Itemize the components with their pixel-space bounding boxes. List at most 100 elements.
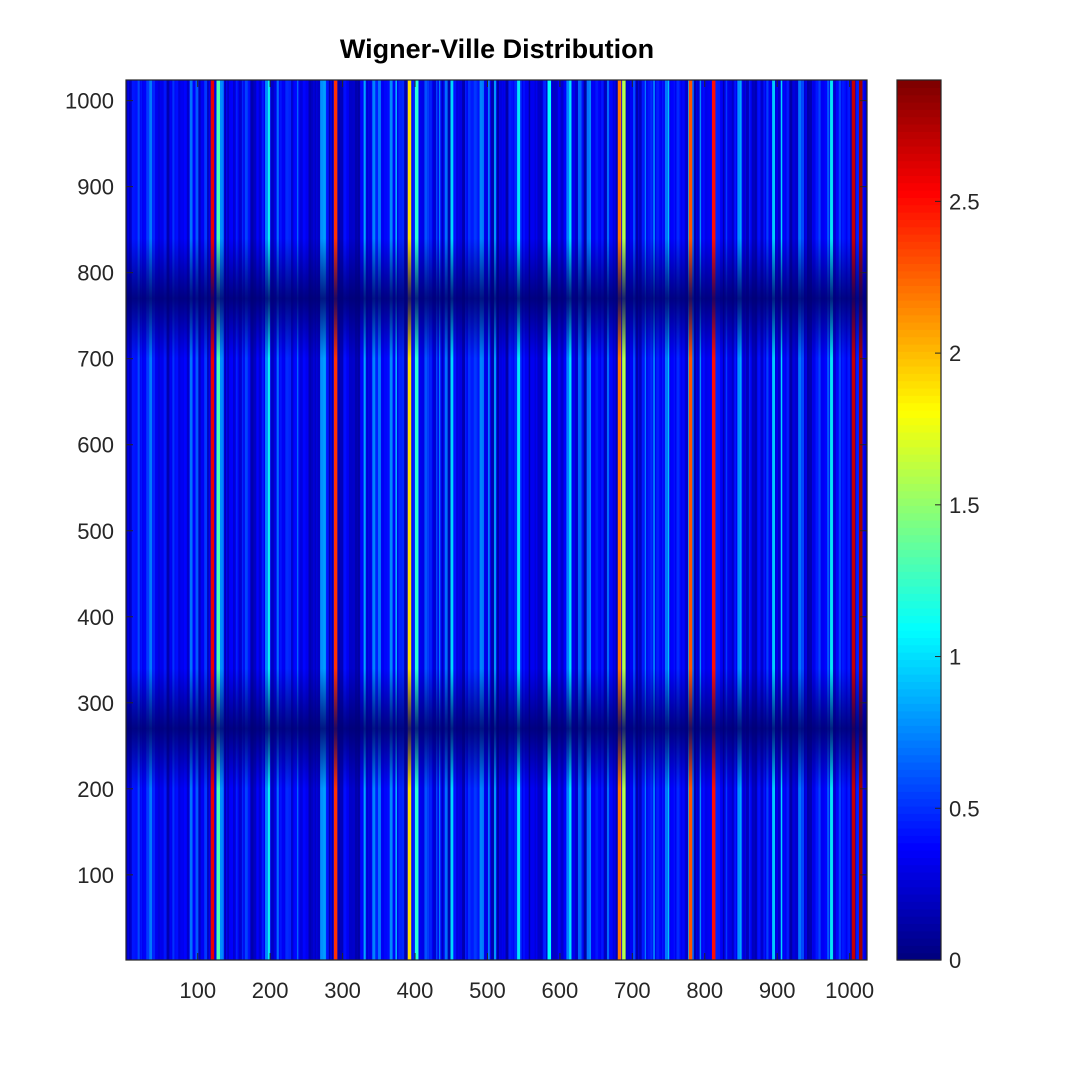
heatmap-column: [160, 80, 165, 960]
colorbar-segment: [897, 468, 941, 477]
heatmap-column: [766, 80, 769, 960]
colorbar-segment: [897, 842, 941, 851]
heatmap-column: [317, 80, 321, 960]
colorbar-segment: [897, 527, 941, 536]
heatmap-column: [763, 80, 765, 960]
x-tick-label: 400: [397, 978, 434, 1003]
x-tick-label: 100: [179, 978, 216, 1003]
colorbar-segment: [897, 505, 941, 514]
heatmap-column: [757, 80, 761, 960]
colorbar-tick-label: 2: [949, 341, 961, 366]
colorbar-segment: [897, 681, 941, 690]
colorbar-segment: [897, 710, 941, 719]
colorbar-segment: [897, 622, 941, 631]
heatmap-column: [279, 80, 282, 960]
heatmap-column: [586, 80, 591, 960]
heatmap-column: [772, 80, 776, 960]
heatmap-column: [615, 80, 619, 960]
heatmap-peak-column: [407, 80, 412, 960]
colorbar-segment: [897, 534, 941, 543]
heatmap-column: [830, 80, 834, 960]
heatmap-column: [178, 80, 181, 960]
colorbar-segment: [897, 600, 941, 609]
heatmap-column: [838, 80, 841, 960]
heatmap-column: [143, 80, 148, 960]
heatmap-column: [653, 80, 655, 960]
heatmap-column: [265, 80, 269, 960]
heatmap-column: [441, 80, 444, 960]
heatmap-column: [488, 80, 490, 960]
heatmap-column: [470, 80, 474, 960]
colorbar-segment: [897, 124, 941, 132]
colorbar-segment: [897, 813, 941, 822]
colorbar-segment: [897, 432, 941, 440]
chart-title: Wigner-Ville Distribution: [340, 34, 654, 64]
colorbar-tick-label: 2.5: [949, 189, 980, 214]
heatmap-peak-column: [858, 80, 863, 960]
colorbar-segment: [897, 175, 941, 184]
heatmap-column: [754, 80, 757, 960]
heatmap-column: [134, 80, 138, 960]
heatmap-column: [546, 80, 548, 960]
colorbar-segment: [897, 916, 941, 924]
heatmap-column: [543, 80, 547, 960]
heatmap-column: [262, 80, 264, 960]
colorbar-segment: [897, 234, 941, 242]
colorbar-segment: [897, 138, 941, 147]
heatmap-column: [250, 80, 254, 960]
heatmap-column: [360, 80, 363, 960]
heatmap-column: [493, 80, 497, 960]
x-tick-label: 200: [252, 978, 289, 1003]
colorbar-segment: [897, 542, 941, 550]
heatmap-column: [777, 80, 781, 960]
colorbar-segment: [897, 248, 941, 257]
heatmap-column: [149, 80, 153, 960]
colorbar-segment: [897, 366, 941, 374]
heatmap-column: [499, 80, 502, 960]
colorbar-segment: [897, 395, 941, 404]
heatmap-column: [696, 80, 700, 960]
heatmap-column: [395, 80, 397, 960]
heatmap-column: [630, 80, 632, 960]
heatmap-column: [650, 80, 653, 960]
heatmap-column: [537, 80, 542, 960]
colorbar-segment: [897, 160, 941, 169]
colorbar-segment: [897, 659, 941, 668]
x-tick-label: 900: [759, 978, 796, 1003]
heatmap-column: [450, 80, 454, 960]
colorbar-segment: [897, 549, 941, 558]
colorbar-segment: [897, 190, 941, 198]
heatmap-column: [424, 80, 428, 960]
heatmap-column: [154, 80, 159, 960]
colorbar-segment: [897, 402, 941, 411]
colorbar-segment: [897, 380, 941, 389]
heatmap-column: [380, 80, 384, 960]
heatmap-column: [464, 80, 467, 960]
heatmap-column: [230, 80, 234, 960]
colorbar-segment: [897, 688, 941, 697]
colorbar-segment: [897, 674, 941, 682]
colorbar-segment: [897, 102, 941, 110]
heatmap-column: [832, 80, 837, 960]
heatmap-column: [633, 80, 636, 960]
heatmap-peak-column: [711, 80, 716, 960]
heatmap-column: [340, 80, 345, 960]
heatmap-column: [294, 80, 298, 960]
colorbar-segment: [897, 329, 941, 338]
colorbar-segment: [897, 182, 941, 191]
colorbar-segment: [897, 908, 941, 917]
heatmap-column: [664, 80, 668, 960]
heatmap-column: [606, 80, 610, 960]
heatmap-peak-column: [617, 80, 622, 960]
heatmap-column: [233, 80, 235, 960]
heatmap-column: [746, 80, 750, 960]
heatmap-column: [207, 80, 209, 960]
heatmap-column: [728, 80, 731, 960]
colorbar-segment: [897, 556, 941, 565]
heatmap-column: [131, 80, 136, 960]
heatmap-column: [514, 80, 518, 960]
colorbar-segment: [897, 894, 941, 902]
heatmap-column: [835, 80, 839, 960]
colorbar-segment: [897, 358, 941, 367]
heatmap-column: [740, 80, 742, 960]
